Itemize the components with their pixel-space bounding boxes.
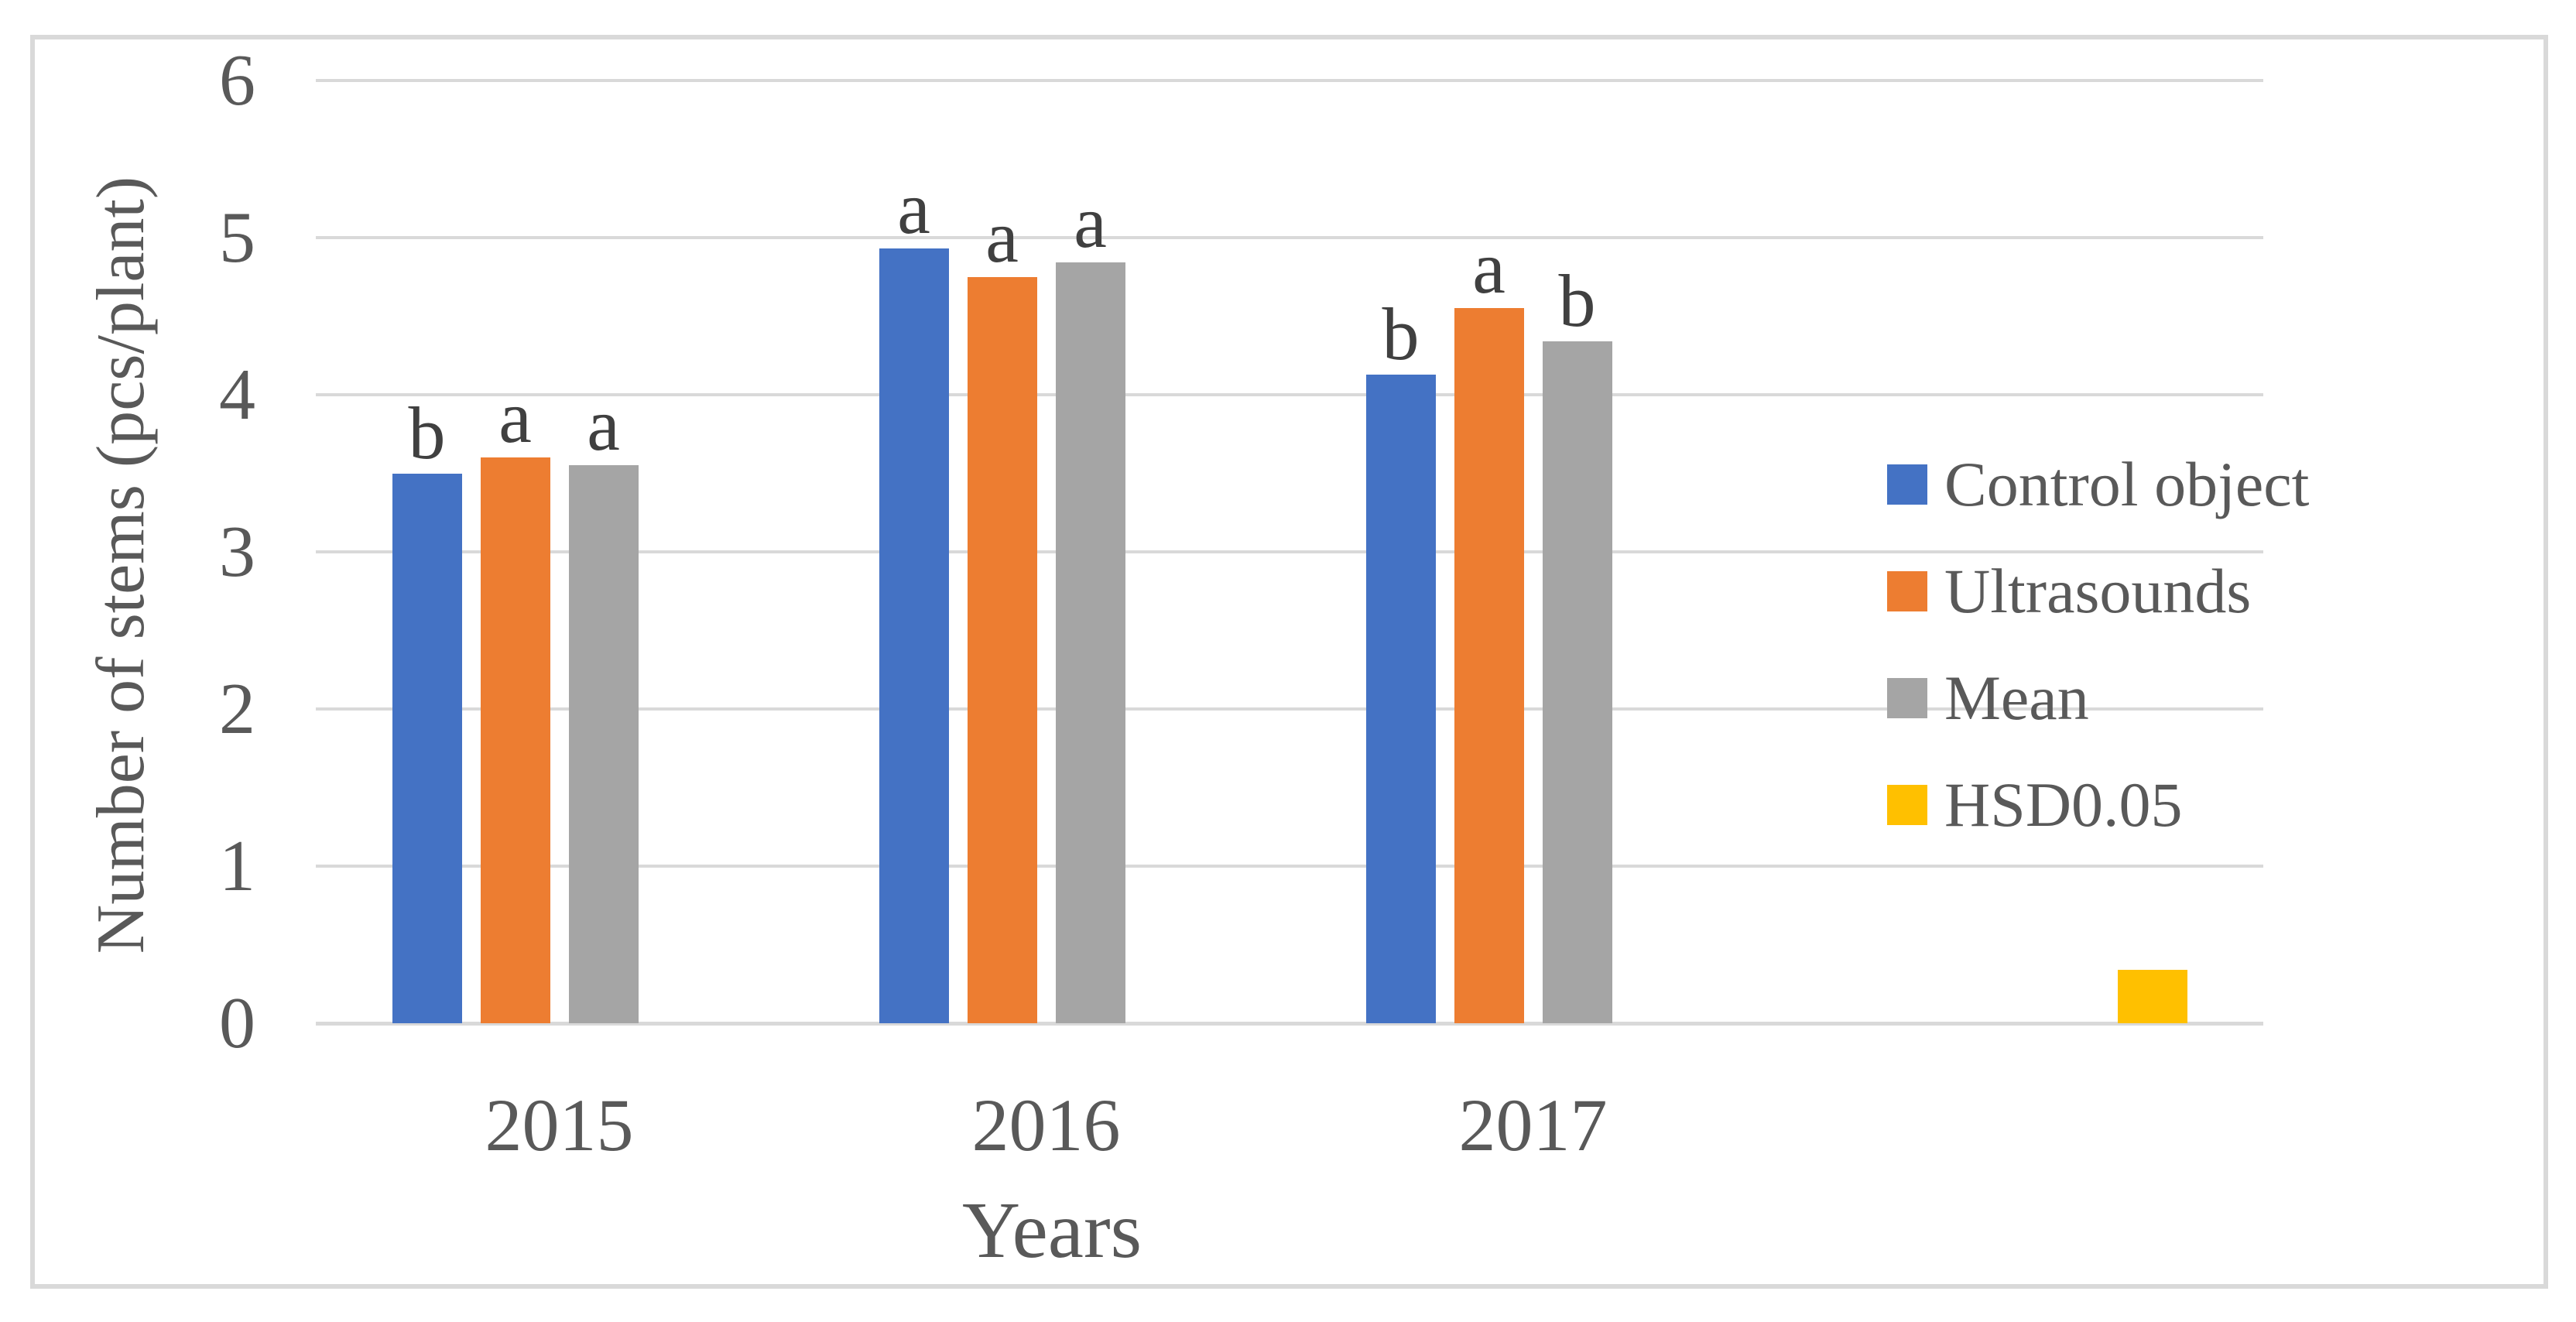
y-tick-label: 0	[219, 983, 255, 1063]
gridline	[316, 550, 2263, 553]
bar	[392, 473, 462, 1023]
y-tick-label: 3	[219, 512, 255, 592]
y-tick-label: 1	[219, 826, 255, 906]
axis-baseline	[316, 1022, 2263, 1026]
x-axis-title: Years	[961, 1186, 1142, 1275]
legend-item: Ultrasounds	[1887, 553, 2251, 630]
legend-swatch	[1887, 464, 1927, 505]
significance-letter: a	[1074, 180, 1107, 264]
legend-swatch	[1887, 785, 1927, 825]
significance-letter: b	[408, 391, 446, 474]
legend-label: Mean	[1944, 663, 2089, 733]
legend-item: Control object	[1887, 446, 2309, 523]
bar	[1365, 374, 1436, 1023]
gridline	[316, 707, 2263, 711]
legend-item: Mean	[1887, 659, 2089, 737]
significance-letter: b	[1558, 259, 1596, 342]
x-tick-label: 2015	[485, 1084, 634, 1166]
bar	[879, 248, 949, 1023]
significance-letter: a	[1472, 226, 1506, 310]
legend-label: HSD0.05	[1944, 769, 2183, 840]
figure-frame	[30, 35, 2548, 1289]
significance-letter: a	[985, 194, 1019, 278]
legend-label: Control object	[1944, 449, 2310, 519]
significance-letter: a	[897, 166, 930, 250]
significance-letter: b	[1382, 292, 1420, 375]
bar	[1542, 341, 1612, 1023]
x-tick-label: 2016	[971, 1084, 1121, 1166]
bar	[2117, 969, 2187, 1023]
gridline	[316, 236, 2263, 239]
y-tick-label: 6	[219, 40, 255, 121]
y-tick-label: 2	[219, 669, 255, 749]
y-tick-label: 4	[219, 354, 255, 435]
y-tick-label: 5	[219, 197, 255, 278]
bar	[568, 465, 639, 1023]
legend-label: Ultrasounds	[1944, 556, 2252, 626]
bar	[480, 457, 550, 1023]
x-tick-label: 2017	[1458, 1084, 1608, 1166]
bar	[967, 276, 1037, 1023]
gridline	[316, 865, 2263, 868]
bar	[1454, 308, 1524, 1023]
legend-swatch	[1887, 678, 1927, 718]
significance-letter: a	[498, 375, 532, 459]
bar	[1055, 262, 1125, 1023]
gridline	[316, 393, 2263, 396]
legend-item: HSD0.05	[1887, 766, 2183, 844]
gridline	[316, 79, 2263, 82]
legend-swatch	[1887, 571, 1927, 611]
significance-letter: a	[587, 383, 620, 467]
